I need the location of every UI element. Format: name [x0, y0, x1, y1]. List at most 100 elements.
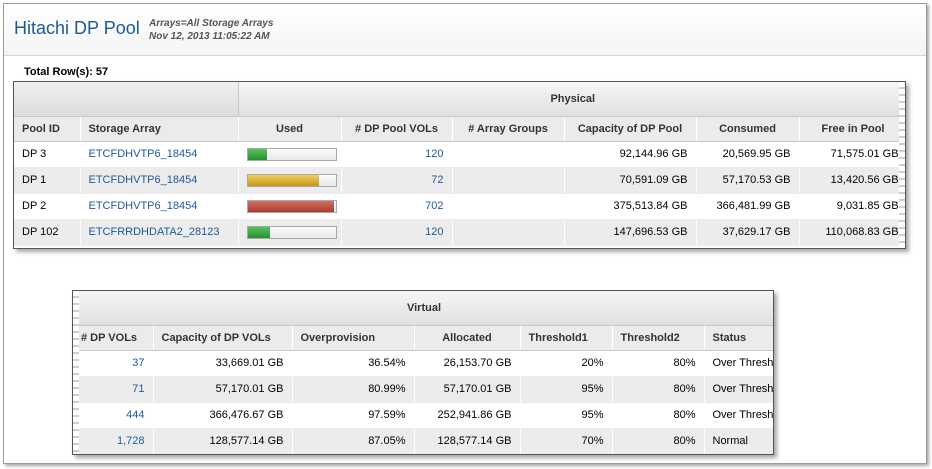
threshold2-cell: 80%	[612, 428, 705, 454]
column-header[interactable]: Pool ID	[14, 116, 81, 142]
storage-array-cell: ETCFDHVTP6_18454	[80, 167, 239, 194]
consumed-cell: 20,569.95 GB	[696, 141, 800, 168]
dp-pool-vols-link[interactable]: 120	[425, 226, 444, 238]
pool-id-cell: DP 1	[14, 167, 81, 194]
usage-bar-fill	[247, 226, 270, 238]
storage-array-link[interactable]: ETCFDHVTP6_18454	[88, 148, 198, 160]
torn-edge	[73, 291, 79, 454]
capacity-cell: 57,170.01 GB	[153, 376, 293, 403]
used-cell	[237, 167, 342, 194]
report-title: Hitachi DP Pool	[14, 18, 140, 38]
dp-vols-cell: 1,728	[73, 428, 154, 454]
dp-vols-link[interactable]: 444	[126, 409, 145, 421]
storage-array-cell: ETCFDHVTP6_18454	[80, 141, 239, 168]
storage-array-link[interactable]: ETCFRRDHDATA2_28123	[88, 226, 220, 238]
table-row: DP 2 ETCFDHVTP6_18454 702 375,513.84 GB 366,…	[14, 193, 905, 220]
storage-array-link[interactable]: ETCFDHVTP6_18454	[88, 174, 198, 186]
column-header[interactable]: Allocated	[414, 325, 521, 351]
capacity-cell: 366,476.67 GB	[153, 402, 293, 429]
free-cell: 110,068.83 GB	[799, 219, 905, 246]
dp-pool-vols-cell: 702	[341, 193, 453, 220]
virtual-group-header: Virtual	[73, 291, 773, 326]
dp-pool-vols-cell: 120	[341, 219, 453, 246]
usage-bar	[246, 199, 337, 213]
capacity-cell: 70,591.09 GB	[564, 167, 697, 194]
overprovision-cell: 97.59%	[292, 402, 415, 429]
used-cell	[237, 193, 342, 220]
table-row: 1,728 128,577.14 GB 87.05% 128,577.14 GB 70%…	[73, 428, 773, 454]
capacity-cell: 147,696.53 GB	[564, 219, 697, 246]
report-header: Hitachi DP Pool Arrays=All Storage Array…	[4, 4, 926, 56]
allocated-cell: 57,170.01 GB	[414, 376, 521, 403]
physical-group-header: Physical	[237, 82, 905, 117]
overprovision-cell: 80.99%	[292, 376, 415, 403]
table-row: DP 102 ETCFRRDHDATA2_28123 120 147,696.53 G…	[14, 219, 905, 246]
column-header[interactable]: Capacity of DP Pool	[564, 116, 697, 142]
capacity-cell: 92,144.96 GB	[564, 141, 697, 168]
storage-array-cell: ETCFRRDHDATA2_28123	[80, 219, 239, 246]
report-filter: Arrays=All Storage Arrays	[149, 18, 274, 29]
threshold1-cell: 70%	[520, 428, 613, 454]
table-row: DP 3 ETCFDHVTP6_18454 120 92,144.96 GB 20,56…	[14, 141, 905, 168]
threshold1-cell: 20%	[520, 350, 613, 377]
array-groups-cell	[452, 167, 565, 194]
allocated-cell: 128,577.14 GB	[414, 428, 521, 454]
threshold1-cell: 95%	[520, 376, 613, 403]
status-cell: Over Threshold	[704, 376, 773, 403]
column-header[interactable]: Overprovision	[292, 325, 415, 351]
used-cell	[237, 219, 342, 246]
table-row: DP 1 ETCFDHVTP6_18454 72 70,591.09 GB 57,170…	[14, 167, 905, 194]
dp-pool-vols-link[interactable]: 72	[431, 174, 444, 186]
column-header[interactable]: Storage Array	[80, 116, 239, 142]
column-header[interactable]: Consumed	[696, 116, 800, 142]
column-header[interactable]: # DP VOLs	[73, 325, 154, 351]
column-header[interactable]: Free in Pool	[799, 116, 905, 142]
used-cell	[237, 141, 342, 168]
usage-bar	[246, 173, 337, 187]
usage-bar-fill	[247, 174, 319, 186]
column-header[interactable]: Capacity of DP VOLs	[153, 325, 293, 351]
virtual-table-panel: Virtual # DP VOLs Capacity of DP VOLs Over…	[72, 290, 774, 455]
dp-pool-vols-cell: 72	[341, 167, 453, 194]
capacity-cell: 128,577.14 GB	[153, 428, 293, 454]
allocated-cell: 26,153.70 GB	[414, 350, 521, 377]
storage-array-link[interactable]: ETCFDHVTP6_18454	[88, 200, 198, 212]
table-row: 37 33,669.01 GB 36.54% 26,153.70 GB 20% 80% Ov…	[73, 350, 773, 377]
pool-id-cell: DP 3	[14, 141, 81, 168]
consumed-cell: 366,481.99 GB	[696, 193, 800, 220]
storage-array-cell: ETCFDHVTP6_18454	[80, 193, 239, 220]
column-header[interactable]: # DP Pool VOLs	[341, 116, 453, 142]
usage-bar	[246, 147, 337, 161]
total-rows-label: Total Row(s): 57	[24, 66, 109, 78]
capacity-cell: 33,669.01 GB	[153, 350, 293, 377]
dp-vols-cell: 71	[73, 376, 154, 403]
dp-vols-link[interactable]: 37	[132, 357, 145, 369]
dp-vols-link[interactable]: 1,728	[116, 435, 145, 447]
dp-vols-link[interactable]: 71	[132, 383, 145, 395]
status-cell: Over Threshold	[704, 402, 773, 429]
table-row: 444 366,476.67 GB 97.59% 252,941.86 GB 95% 80…	[73, 402, 773, 429]
column-header[interactable]: Threshold1	[520, 325, 613, 351]
dp-pool-vols-link[interactable]: 120	[425, 148, 444, 160]
status-cell: Over Threshold	[704, 350, 773, 377]
dp-vols-cell: 37	[73, 350, 154, 377]
usage-bar-fill	[247, 200, 334, 212]
pool-id-cell: DP 102	[14, 219, 81, 246]
usage-bar	[246, 225, 337, 239]
table-row: 71 57,170.01 GB 80.99% 57,170.01 GB 95% 80% Ov…	[73, 376, 773, 403]
threshold1-cell: 95%	[520, 402, 613, 429]
column-header[interactable]: Used	[237, 116, 342, 142]
pool-id-cell: DP 2	[14, 193, 81, 220]
capacity-cell: 375,513.84 GB	[564, 193, 697, 220]
consumed-cell: 37,629.17 GB	[696, 219, 800, 246]
free-cell: 13,420.56 GB	[799, 167, 905, 194]
column-header[interactable]: Status	[704, 325, 773, 351]
dp-pool-vols-link[interactable]: 702	[425, 200, 444, 212]
column-header[interactable]: # Array Groups	[452, 116, 565, 142]
physical-table: Physical Pool ID Storage Array Used # DP Po…	[14, 82, 905, 246]
report-meta: Arrays=All Storage Arrays Nov 12, 2013 1…	[149, 17, 273, 43]
column-header[interactable]: Threshold2	[612, 325, 705, 351]
overprovision-cell: 87.05%	[292, 428, 415, 454]
consumed-cell: 57,170.53 GB	[696, 167, 800, 194]
dp-vols-cell: 444	[73, 402, 154, 429]
